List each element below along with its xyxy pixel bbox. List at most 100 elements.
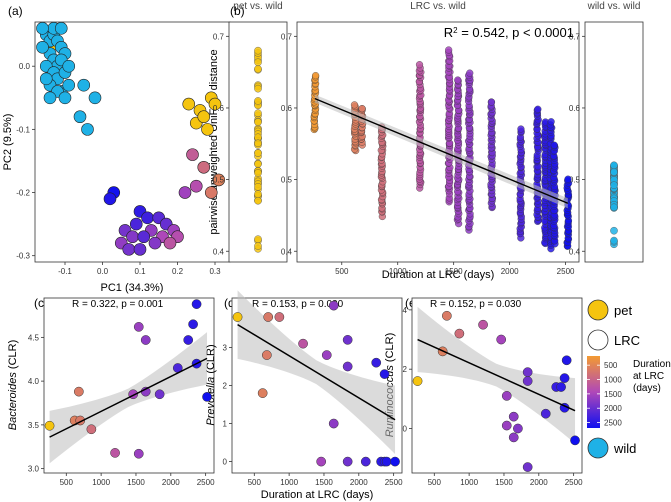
panel-d-x-tick-label: 1000 [280,478,298,487]
panel-d-x-tick-label: 1500 [315,478,333,487]
panel-c-point [86,424,97,435]
legend: pet LRC Duration at LRC (days) wild [587,299,671,459]
panel-d-point [263,312,274,322]
panel-a-y-tick-label: -0.3 [16,252,30,261]
wild-vs-wild-point [610,236,618,245]
panel-e-point [478,319,488,330]
panel-b-lrc-y-tick-label: 0.5 [281,176,293,185]
pet-vs-wild-point [254,149,262,157]
pet-vs-wild-point [254,235,262,244]
pet-vs-wild-point [254,84,262,93]
panel-b-ylabel: pairwise unweighted UniFrac distance [208,49,220,234]
legend-gradient-tick-label: 500 [604,361,618,370]
wild-vs-wild-title: wild vs. wild [587,1,641,12]
panel-b-x-tick-label: 1000 [389,267,407,276]
pet-vs-wild-point [254,160,262,168]
lrc-vs-wild-point [550,141,558,149]
panel-d-point [274,312,285,322]
legend-lrc-label: LRC [614,333,640,348]
chart-marks: -0.1 0.0 0.1 0.2 0.3 0.0 -0.1 -0.2 -0.3 0.4 0.5 0.6… [16,22,622,487]
panel-a-pet-point [197,110,211,124]
panel-b-unifrac: pet vs. wild LRC vs. wild wild vs. wild … [208,1,644,281]
panel-a-x-tick-label: 0.0 [97,267,109,276]
panel-a-LRC-point [189,179,203,193]
legend-wild-swatch [587,437,609,459]
pet-vs-wild-point [254,65,262,73]
panel-a-label: (a) [8,4,23,18]
panel-e-point [501,420,512,431]
panel-e-point [513,423,523,434]
legend-gradient-tick-label: 1500 [604,390,622,399]
panel-b-lrc-y-tick-label: 0.6 [281,104,293,113]
lrc-vs-wild-point [445,46,453,54]
pet-vs-wild-point [254,196,262,205]
panel-a-LRC-point [212,173,226,187]
lrc-vs-wild-point [312,72,320,80]
panel-d-annotation: R = 0.153, p = 0.030 [252,299,344,310]
panel-c-x-tick-label: 500 [60,478,74,487]
panel-d-point [371,357,382,368]
lrc-vs-wild-point [564,175,572,183]
panel-e-point [454,328,465,339]
panel-a-wild-point [36,22,49,35]
panel-a-wild-point [43,91,57,105]
panel-a-wild-point [73,110,87,124]
lrc-vs-wild-point [358,105,366,113]
panel-a-y-tick-label: 0.0 [19,62,31,71]
panel-d-point [321,350,332,360]
panel-a-pet-point [208,97,222,111]
panel-d-y-tick-label: 0 [223,458,228,467]
lrc-vs-wild-point [547,118,555,126]
panel-a-LRC-point [129,217,143,231]
panel-a-wild-point [54,22,68,35]
wild-vs-wild-point [610,203,618,212]
panel-a-LRC-point [122,243,136,256]
panel-b-x-tick-label: 2000 [501,267,519,276]
panel-a-x-tick-label: 0.2 [172,267,184,276]
panel-e-y-tick-label: 4 [403,306,408,315]
panel-c-y-tick-label: 3.5 [28,421,40,430]
panel-b-pet-y-tick-label: 0.4 [213,247,225,256]
panel-b-x-tick-label: 2500 [557,267,575,276]
panel-e-y-tick-label: 2 [403,365,408,374]
panel-e-point [570,435,580,446]
panel-c-fit-line [49,357,208,438]
panel-a-wild-point [77,78,91,92]
panel-d-x-tick-label: 500 [248,478,262,487]
legend-gradient-title-3: (days) [633,383,661,394]
lrc-vs-wild-title: LRC vs. wild [410,1,466,12]
pet-vs-wild-point [254,190,262,198]
panel-d-pet-point [232,312,243,322]
panel-c-annotation: R = 0.322, p = 0.001 [72,299,164,310]
panel-e-point [496,334,507,345]
panel-e-annotation: R = 0.152, p = 0.030 [430,299,522,310]
panel-a-LRC-point [133,243,147,256]
panel-e-point [508,411,519,422]
pet-vs-wild-point [254,46,262,55]
panel-d-point [342,334,353,345]
panel-a-pet-point [201,123,214,136]
panel-e-x-tick-label: 1000 [460,478,478,487]
panel-b-fit-line [314,98,569,204]
panel-d-point [360,456,371,467]
panel-e-point [540,408,551,419]
legend-gradient-tick-label: 2500 [604,419,622,428]
panel-e-point [522,367,533,378]
panel-a-x-tick-label: -0.1 [58,267,72,276]
panel-c-point [133,448,144,459]
panel-a-x-tick-label: 0.1 [134,267,146,276]
panel-a-wild-point [62,59,76,73]
panel-e-point [556,382,566,392]
panel-b-annotation: R2 = 0.542, p < 0.0001 [444,25,574,40]
panel-c-y-tick-label: 4.5 [28,333,40,342]
panel-a-wild-point [81,123,94,136]
legend-wild-label: wild [613,441,636,456]
panel-d-point [342,456,353,467]
panel-d-point [379,369,390,379]
panel-e-point [508,432,519,443]
panel-e-x-tick-label: 2000 [530,478,548,487]
panel-a-LRC-point [126,230,139,244]
panel-c-ylabel: Bacteroides (CLR) [7,340,19,430]
panel-e-y-tick-label: 0 [403,425,408,434]
